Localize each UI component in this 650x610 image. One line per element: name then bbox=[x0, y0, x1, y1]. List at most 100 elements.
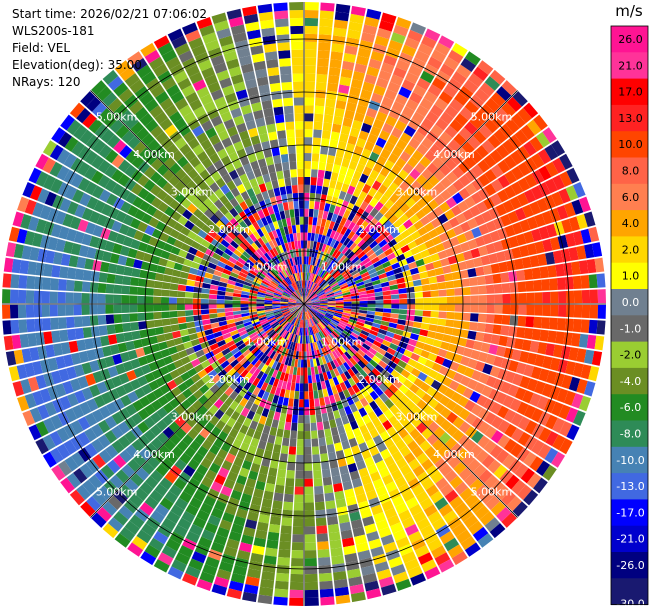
ppi-gate bbox=[406, 286, 415, 293]
ppi-gate bbox=[242, 284, 252, 290]
ppi-gate bbox=[234, 39, 249, 51]
ppi-gate bbox=[298, 184, 304, 193]
ppi-gate bbox=[440, 176, 452, 189]
ppi-gate bbox=[312, 265, 317, 274]
ppi-gate bbox=[314, 249, 319, 258]
ppi-gate bbox=[351, 224, 360, 234]
ppi-gate bbox=[203, 208, 214, 219]
ppi-gate bbox=[335, 302, 344, 304]
ppi-gate bbox=[204, 234, 214, 244]
ppi-gate bbox=[297, 289, 302, 297]
ppi-gate bbox=[191, 125, 205, 138]
ppi-gate bbox=[304, 81, 315, 90]
ppi-gate bbox=[182, 162, 194, 174]
ppi-gate bbox=[347, 230, 356, 240]
ppi-gate bbox=[493, 283, 503, 294]
ppi-gate bbox=[240, 304, 249, 308]
ppi-gate bbox=[328, 66, 341, 77]
ppi-gate bbox=[299, 288, 303, 297]
ppi-gate bbox=[390, 229, 401, 239]
ppi-gate bbox=[368, 227, 377, 237]
ppi-gate bbox=[272, 297, 281, 301]
ppi-gate bbox=[404, 144, 416, 156]
ppi-gate bbox=[277, 130, 287, 140]
ppi-gate bbox=[288, 305, 297, 309]
ppi-gate bbox=[316, 258, 321, 267]
ppi-gate bbox=[280, 305, 289, 308]
ppi-gate bbox=[504, 170, 517, 185]
ppi-gate bbox=[304, 105, 314, 114]
colorbar-tick-label: 21.0 bbox=[618, 59, 643, 72]
ppi-gate bbox=[369, 271, 379, 279]
ppi-gate bbox=[576, 213, 588, 230]
ppi-gate bbox=[37, 248, 48, 263]
ppi-gate bbox=[250, 286, 259, 292]
ppi-gate bbox=[337, 173, 346, 183]
ppi-gate bbox=[297, 264, 301, 273]
ppi-gate bbox=[319, 18, 334, 28]
ppi-gate bbox=[355, 281, 365, 287]
ppi-gate bbox=[462, 209, 474, 221]
ppi-gate bbox=[256, 76, 269, 87]
ppi-gate bbox=[21, 348, 32, 363]
ppi-gate bbox=[248, 127, 259, 138]
ppi-gate bbox=[144, 49, 161, 64]
ppi-gate bbox=[322, 227, 329, 236]
ppi-ray bbox=[69, 102, 304, 304]
ppi-gate bbox=[81, 304, 90, 315]
ppi-gate bbox=[177, 316, 187, 324]
ppi-gate bbox=[366, 293, 376, 298]
ppi-gate bbox=[413, 220, 424, 231]
ppi-gate bbox=[275, 195, 283, 205]
ppi-gate bbox=[529, 136, 544, 152]
ppi-gate bbox=[188, 37, 204, 50]
ppi-gate bbox=[440, 111, 454, 125]
ppi-gate bbox=[161, 289, 170, 297]
ppi-gate bbox=[56, 148, 71, 165]
ppi-gate bbox=[490, 193, 502, 207]
ppi-gate bbox=[289, 257, 294, 267]
ppi-gate bbox=[249, 269, 258, 277]
ppi-gate bbox=[352, 70, 366, 82]
ppi-gate bbox=[306, 280, 309, 289]
ppi-gate bbox=[282, 269, 289, 278]
ppi-gate bbox=[465, 183, 477, 196]
ppi-gate bbox=[276, 286, 284, 293]
ppi-gate bbox=[232, 310, 242, 315]
ppi-gate bbox=[358, 294, 368, 299]
ppi-gate bbox=[304, 153, 312, 162]
ppi-gate bbox=[414, 50, 430, 63]
ppi-gate bbox=[127, 51, 144, 66]
ppi-gate bbox=[425, 111, 439, 124]
ppi-gate bbox=[373, 190, 384, 201]
ppi-gate bbox=[237, 275, 246, 282]
ppi-gate bbox=[464, 100, 479, 115]
ppi-gate bbox=[182, 209, 193, 220]
ppi-gate bbox=[295, 129, 304, 138]
ppi-gate bbox=[218, 281, 228, 288]
ppi-gate bbox=[232, 304, 241, 308]
ppi-gate bbox=[347, 29, 362, 40]
ppi-gate bbox=[480, 255, 491, 266]
ppi-gate bbox=[221, 252, 231, 261]
ppi-gate bbox=[332, 164, 341, 174]
ppi-gate bbox=[307, 224, 313, 233]
ppi-gate bbox=[290, 241, 296, 250]
ppi-gate bbox=[284, 113, 294, 123]
ppi-gate bbox=[242, 163, 253, 174]
ppi-gate bbox=[311, 249, 316, 258]
ppi-gate bbox=[50, 317, 59, 330]
ppi-gate bbox=[5, 242, 17, 258]
ppi-ray bbox=[8, 226, 304, 304]
ppi-gate bbox=[389, 257, 399, 265]
ppi-gate bbox=[250, 195, 259, 205]
ppi-gate bbox=[201, 66, 216, 79]
ppi-gate bbox=[33, 290, 43, 304]
ppi-gate bbox=[409, 91, 423, 105]
ppi-gate bbox=[97, 174, 111, 189]
ppi-gate bbox=[223, 50, 238, 62]
ppi-gate bbox=[304, 113, 314, 122]
ppi-gate bbox=[21, 245, 32, 260]
ppi-gate bbox=[444, 125, 458, 139]
ppi-gate bbox=[282, 89, 293, 99]
